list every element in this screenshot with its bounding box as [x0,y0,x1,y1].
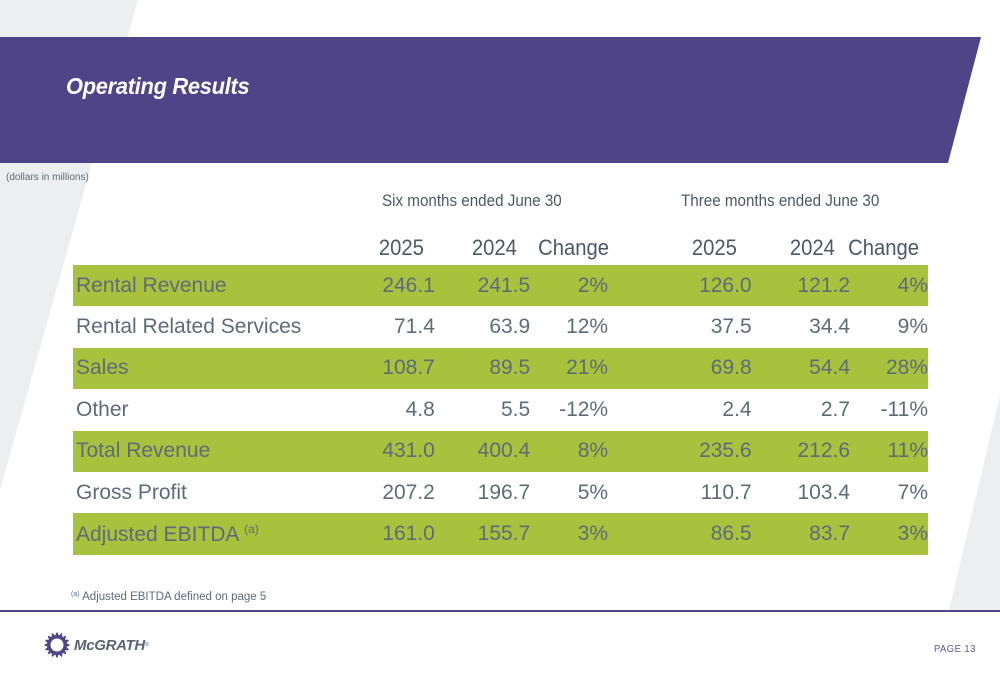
table-cell: 126.0 [608,265,752,307]
table-cell: 4% [850,265,928,307]
right-grey-stripe [949,395,1000,610]
table-cell: 2.7 [820,397,851,421]
table-cell: 21% [530,347,609,390]
row-label-text: Rental Related Services [76,315,302,339]
table-cell: 110.7 [700,480,752,504]
row-label-text: Adjusted EBITDA [76,522,239,546]
table-cell: 83.7 [751,513,851,555]
table-row: Other 4.8 5.5 -12% 2.4 2.7 -11% [73,389,928,430]
column-header: Change [538,235,609,260]
table-cell: 161.0 [358,513,435,555]
column-header: 2025 [378,235,424,260]
column-header: Change [848,235,919,260]
table-cell: 246.1 [358,265,435,307]
row-label-text: Sales [76,356,129,380]
table-cell: 103.4 [797,480,851,504]
table-cell: 235.6 [608,430,752,472]
table-cell: 3% [850,513,928,555]
table-cell: 5% [577,480,609,504]
table-cell: 4.8 [405,397,435,421]
row-label-text: Other [76,397,129,421]
table-row: Adjusted EBITDA (a) 161.0 155.7 3% 86.5 83.7 3… [73,513,928,555]
column-header: 2024 [789,235,835,260]
table-cell: 2.4 [722,397,752,421]
table-cell: 69.8 [608,347,752,390]
row-label: Rental Revenue [73,265,358,307]
table-cell: 89.5 [434,347,531,390]
table-cell: 8% [530,430,609,472]
company-logo: McGRATH ® [44,632,149,658]
table-cell: 2% [530,265,609,307]
table-cell: -12% [559,397,609,421]
footnote-text: Adjusted EBITDA defined on page 5 [82,591,267,603]
table-cell: 28% [850,347,928,390]
table-cell: 12% [566,315,609,339]
row-label: Gross Profit [73,472,358,513]
table-cell: 71.4 [394,315,435,339]
footer-divider [0,610,1000,612]
table-cell: 431.0 [358,430,435,472]
table-cell: -11% [880,397,928,421]
footnote-marker: (a) [71,591,80,598]
table-cell: 155.7 [434,513,531,555]
table-row: Total Revenue 431.0 400.4 8% 235.6 212.6 11% [73,430,928,472]
row-label-text: Total Revenue [76,439,211,463]
row-label: Other [73,389,358,430]
row-label: Rental Related Services [73,306,358,347]
table-cell: 400.4 [434,430,531,472]
table-cell: 5.5 [501,397,531,421]
gear-icon [44,632,70,658]
page-title: Operating Results [66,73,250,99]
column-header: 2024 [471,235,517,260]
trademark-symbol: ® [144,642,149,648]
table-row: Rental Revenue 246.1 241.5 2% 126.0 121.2 4% [73,265,928,307]
table-cell: 3% [530,513,609,555]
title-banner [0,37,981,163]
table-cell: 54.4 [751,347,851,390]
table-row: Sales 108.7 89.5 21% 69.8 54.4 28% [73,347,928,390]
row-label-text: Gross Profit [76,480,187,504]
table-cell: 7% [897,480,928,504]
table-cell: 63.9 [489,315,531,339]
row-label: Sales [73,347,358,390]
row-label: Adjusted EBITDA (a) [73,513,358,555]
table-cell: 241.5 [434,265,531,307]
row-label: Total Revenue [73,430,358,472]
row-label-text: Rental Revenue [76,273,227,297]
page-number: PAGE 13 [934,643,976,655]
table-cell: 86.5 [608,513,752,555]
operating-results-table: Rental Revenue 246.1 241.5 2% 126.0 121.2 4% Re… [73,265,928,555]
table-cell: 207.2 [382,480,435,504]
column-header: 2025 [691,235,737,260]
units-note: (dollars in millions) [6,172,89,183]
table-cell: 37.5 [710,315,752,339]
table-cell: 34.4 [809,315,851,339]
table-cell: 212.6 [751,430,851,472]
table-cell: 121.2 [751,265,851,307]
logo-text: McGRATH [74,636,145,654]
footnote: (a) Adjusted EBITDA defined on page 5 [71,591,266,603]
table-row: Gross Profit 207.2 196.7 5% 110.7 103.4 7% [73,472,928,513]
table-cell: 11% [850,430,928,472]
period-header-three-months: Three months ended June 30 [681,192,880,210]
footnote-marker: (a) [244,521,259,536]
table-cell: 9% [897,315,928,339]
period-header-six-months: Six months ended June 30 [382,192,562,210]
table-cell: 108.7 [358,347,435,390]
table-cell: 196.7 [477,480,531,504]
table-row: Rental Related Services 71.4 63.9 12% 37.5 34… [73,306,928,347]
